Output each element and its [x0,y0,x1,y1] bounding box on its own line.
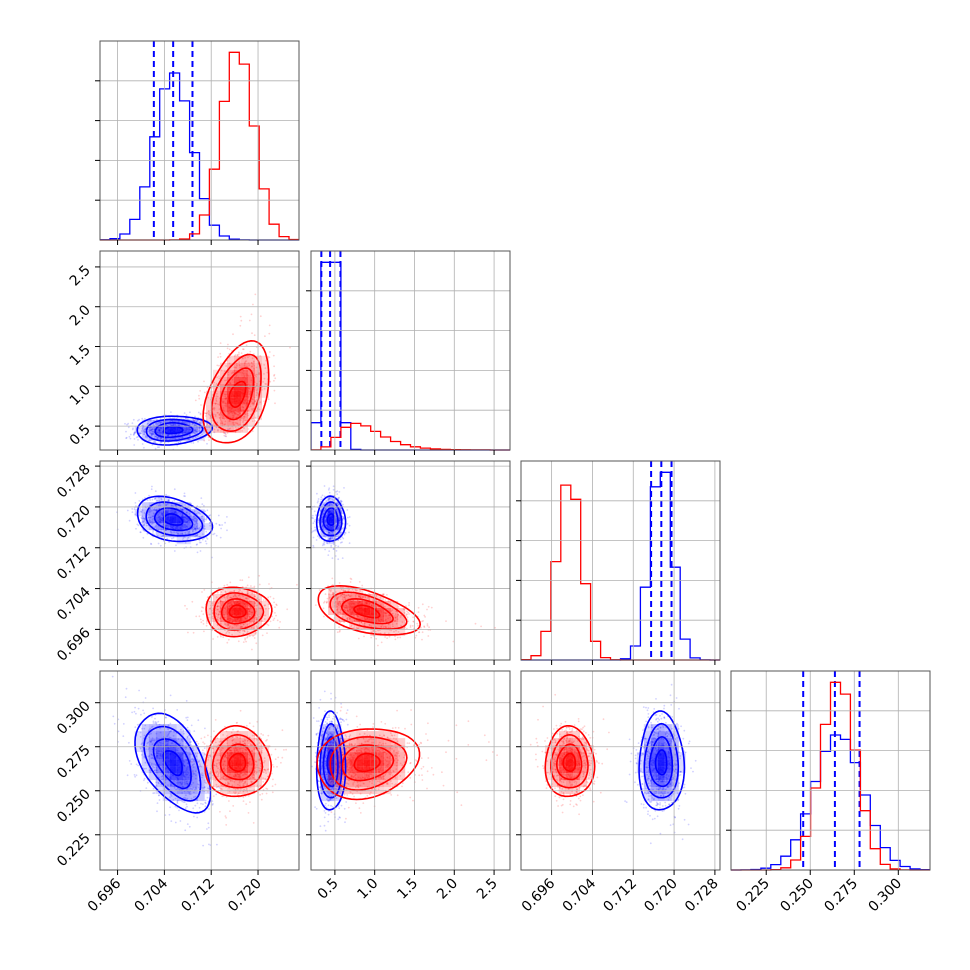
y-tick-label: 1.5 [67,342,94,369]
y-tick-label: 0.300 [54,698,94,738]
y-tick-label: 0.720 [54,502,94,542]
x-tick-label: 0.225 [733,876,773,916]
y-tick-label: 0.696 [54,625,94,665]
contours-a-3-0 [134,712,212,814]
contours-b-3-1 [316,728,421,801]
y-tick-label: 2.5 [67,262,94,289]
contours-a-1-0 [136,415,214,446]
contours-b-2-1 [317,584,422,636]
panel-frame-1-0 [99,250,300,451]
y-tick-label: 2.0 [67,302,94,329]
x-tick-label: 0.300 [865,876,905,916]
x-tick-label: 0.720 [225,876,265,916]
panel-frame-1-1 [310,250,511,451]
x-tick-label: 1.0 [354,876,381,903]
panel-frame-3-3 [730,670,931,871]
density-core-b-2-1 [328,587,406,636]
x-tick-label: 0.712 [178,876,218,916]
panel-frame-3-1 [310,670,511,871]
panel-frame-2-2 [520,460,721,661]
x-tick-label: 0.704 [560,875,600,915]
y-tick-label: 0.704 [54,584,94,624]
x-tick-label: 0.275 [821,876,861,916]
x-tick-label: 2.0 [434,876,461,903]
y-tick-label: 1.0 [67,382,94,409]
contours-a-2-1 [315,495,347,543]
x-tick-label: 0.728 [682,876,722,916]
x-tick-label: 0.696 [519,875,559,915]
y-tick-label: 0.728 [54,462,94,502]
histogram-b-2 [521,484,720,661]
y-tick-label: 0.250 [54,786,94,826]
contours-b-3-0 [204,725,273,798]
x-tick-label: 0.712 [600,876,640,916]
x-tick-label: 0.704 [132,875,172,915]
x-tick-label: 0.5 [315,876,342,903]
panel-frame-0-0 [99,40,300,241]
x-tick-label: 0.250 [777,876,817,916]
panel-frame-2-0 [99,460,300,661]
y-tick-label: 0.275 [54,742,94,782]
x-tick-label: 2.5 [474,876,501,903]
panel-frame-3-2 [520,670,721,871]
contours-a-3-2 [638,710,686,811]
y-tick-label: 0.5 [67,422,94,449]
contours-b-3-2 [544,725,596,798]
histogram-a-3 [731,734,930,871]
density-core-b-3-0 [206,731,269,795]
y-tick-label: 0.225 [54,830,94,870]
x-tick-label: 1.5 [394,876,421,903]
contours-b-2-0 [205,586,273,638]
y-tick-label: 0.712 [54,543,94,583]
contours-a-2-0 [136,495,214,543]
panel-frame-3-0 [99,670,300,871]
contour-layer [134,339,686,814]
density-core-a-2-0 [134,495,212,545]
panel-frame-2-1 [310,460,511,661]
x-tick-label: 0.696 [85,875,125,915]
x-tick-label: 0.720 [641,876,681,916]
